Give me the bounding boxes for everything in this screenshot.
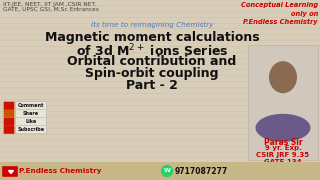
- Text: W: W: [164, 168, 171, 174]
- Text: 9 yr. Exp.: 9 yr. Exp.: [265, 145, 301, 151]
- Text: 9717087277: 9717087277: [175, 166, 228, 176]
- Ellipse shape: [269, 61, 297, 93]
- FancyBboxPatch shape: [16, 110, 46, 118]
- Text: of 3d M$^{2+}$ ions Series: of 3d M$^{2+}$ ions Series: [76, 43, 228, 60]
- FancyBboxPatch shape: [4, 102, 14, 110]
- Text: Spin-orbit coupling: Spin-orbit coupling: [85, 67, 219, 80]
- Text: Subscribe: Subscribe: [17, 127, 44, 132]
- FancyBboxPatch shape: [4, 110, 14, 118]
- Bar: [0, 162, 320, 180]
- FancyBboxPatch shape: [4, 118, 14, 126]
- Ellipse shape: [255, 114, 310, 142]
- Bar: [248, 45, 318, 160]
- FancyBboxPatch shape: [16, 118, 46, 126]
- Text: IIT-JEE, NEET, IIT JAM ,CSIR NET,: IIT-JEE, NEET, IIT JAM ,CSIR NET,: [3, 2, 97, 7]
- Text: Conceptual Learning
only on
P.Endless Chemistry: Conceptual Learning only on P.Endless Ch…: [241, 2, 318, 25]
- Text: Magnetic moment calculations: Magnetic moment calculations: [45, 31, 259, 44]
- Circle shape: [162, 165, 172, 177]
- Text: GATE, UPSC GSI, M.Sc Entrances: GATE, UPSC GSI, M.Sc Entrances: [3, 7, 99, 12]
- Polygon shape: [9, 170, 13, 174]
- Text: CSIR JRF 9.35: CSIR JRF 9.35: [257, 152, 309, 158]
- FancyBboxPatch shape: [16, 126, 46, 134]
- Text: Its time to reimagining Chemistry: Its time to reimagining Chemistry: [91, 22, 213, 28]
- Text: Share: Share: [23, 111, 39, 116]
- Text: Like: Like: [25, 119, 36, 124]
- Text: P.Endless Chemistry: P.Endless Chemistry: [19, 168, 101, 174]
- Text: GATE 134: GATE 134: [264, 159, 302, 165]
- FancyBboxPatch shape: [2, 166, 18, 177]
- Text: Paras Sir: Paras Sir: [264, 138, 302, 147]
- FancyBboxPatch shape: [16, 102, 46, 110]
- Text: Part - 2: Part - 2: [126, 79, 178, 92]
- Text: Orbital contribution and: Orbital contribution and: [68, 55, 236, 68]
- FancyBboxPatch shape: [4, 126, 14, 134]
- Text: Comment: Comment: [18, 103, 44, 108]
